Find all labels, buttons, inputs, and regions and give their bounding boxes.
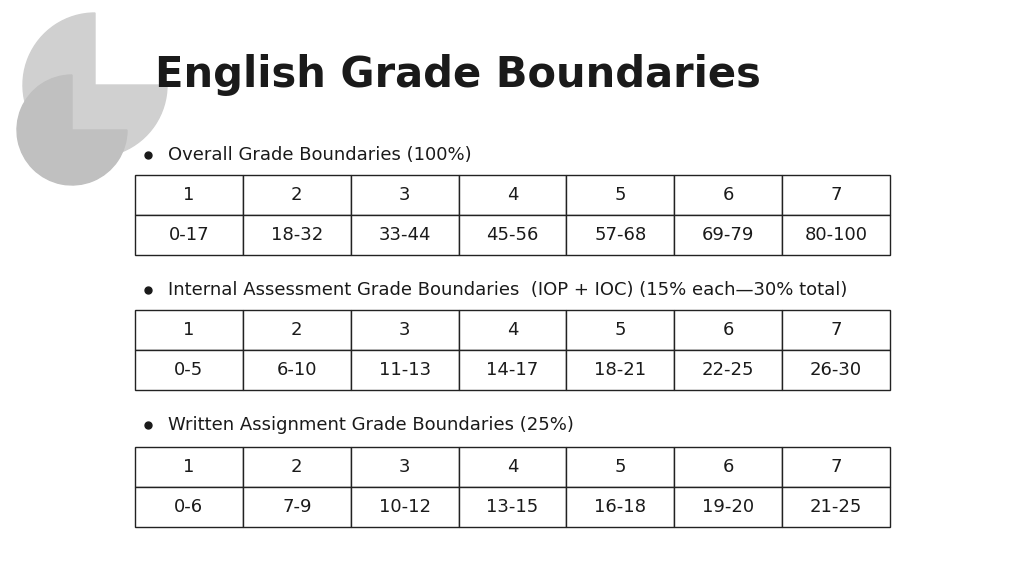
Bar <box>135 447 243 487</box>
Text: 3: 3 <box>399 458 411 476</box>
Bar <box>243 215 350 255</box>
Text: 33-44: 33-44 <box>379 226 431 244</box>
Text: 26-30: 26-30 <box>810 361 862 379</box>
Bar <box>674 215 782 255</box>
Bar <box>350 175 459 215</box>
Bar <box>566 215 674 255</box>
Text: 69-79: 69-79 <box>702 226 755 244</box>
Text: 7-9: 7-9 <box>282 498 311 516</box>
Bar <box>782 487 890 527</box>
Text: 16-18: 16-18 <box>594 498 646 516</box>
Text: 1: 1 <box>183 186 195 204</box>
Bar <box>243 175 350 215</box>
Bar <box>243 350 350 390</box>
Text: 1: 1 <box>183 321 195 339</box>
Text: 6: 6 <box>723 458 734 476</box>
Text: English Grade Boundaries: English Grade Boundaries <box>155 54 761 96</box>
Text: 3: 3 <box>399 186 411 204</box>
Text: 22-25: 22-25 <box>702 361 755 379</box>
Bar <box>566 310 674 350</box>
Bar <box>243 447 350 487</box>
Text: 2: 2 <box>291 321 302 339</box>
Bar <box>566 487 674 527</box>
Bar <box>459 487 566 527</box>
Bar <box>674 175 782 215</box>
Text: 80-100: 80-100 <box>805 226 867 244</box>
Text: 21-25: 21-25 <box>810 498 862 516</box>
Bar <box>782 310 890 350</box>
Bar <box>459 175 566 215</box>
Text: 6: 6 <box>723 186 734 204</box>
Bar <box>135 215 243 255</box>
Bar <box>674 350 782 390</box>
Text: 6-10: 6-10 <box>276 361 317 379</box>
Text: 2: 2 <box>291 458 302 476</box>
Bar <box>350 310 459 350</box>
Wedge shape <box>23 13 167 157</box>
Text: 7: 7 <box>830 458 842 476</box>
Text: 11-13: 11-13 <box>379 361 431 379</box>
Text: Overall Grade Boundaries (100%): Overall Grade Boundaries (100%) <box>168 146 472 164</box>
Text: 7: 7 <box>830 321 842 339</box>
Bar <box>782 215 890 255</box>
Text: 4: 4 <box>507 186 518 204</box>
Text: 7: 7 <box>830 186 842 204</box>
Text: 14-17: 14-17 <box>486 361 539 379</box>
Bar <box>350 350 459 390</box>
Text: Internal Assessment Grade Boundaries  (IOP + IOC) (15% each—30% total): Internal Assessment Grade Boundaries (IO… <box>168 281 848 299</box>
Bar <box>674 487 782 527</box>
Text: 2: 2 <box>291 186 302 204</box>
Bar <box>782 447 890 487</box>
Wedge shape <box>17 75 127 185</box>
Text: 19-20: 19-20 <box>702 498 755 516</box>
Text: 1: 1 <box>183 458 195 476</box>
Text: 0-6: 0-6 <box>174 498 204 516</box>
Text: 18-32: 18-32 <box>270 226 323 244</box>
Text: 18-21: 18-21 <box>594 361 646 379</box>
Bar <box>674 447 782 487</box>
Bar <box>135 487 243 527</box>
Text: 5: 5 <box>614 458 626 476</box>
Text: 57-68: 57-68 <box>594 226 646 244</box>
Bar <box>243 310 350 350</box>
Bar <box>566 175 674 215</box>
Bar <box>350 447 459 487</box>
Bar <box>135 350 243 390</box>
Bar <box>459 215 566 255</box>
Bar <box>674 310 782 350</box>
Text: 0-17: 0-17 <box>169 226 209 244</box>
Bar <box>782 175 890 215</box>
Text: 4: 4 <box>507 321 518 339</box>
Bar <box>350 487 459 527</box>
Text: 13-15: 13-15 <box>486 498 539 516</box>
Bar <box>459 310 566 350</box>
Text: 6: 6 <box>723 321 734 339</box>
Text: 10-12: 10-12 <box>379 498 431 516</box>
Text: 5: 5 <box>614 186 626 204</box>
Bar <box>243 487 350 527</box>
Text: 3: 3 <box>399 321 411 339</box>
Bar <box>135 175 243 215</box>
Bar <box>566 350 674 390</box>
Bar <box>135 310 243 350</box>
Bar <box>459 447 566 487</box>
Text: 0-5: 0-5 <box>174 361 204 379</box>
Text: 5: 5 <box>614 321 626 339</box>
Text: 4: 4 <box>507 458 518 476</box>
Bar <box>782 350 890 390</box>
Bar <box>459 350 566 390</box>
Text: Written Assignment Grade Boundaries (25%): Written Assignment Grade Boundaries (25%… <box>168 416 573 434</box>
Bar <box>566 447 674 487</box>
Text: 45-56: 45-56 <box>486 226 539 244</box>
Bar <box>350 215 459 255</box>
